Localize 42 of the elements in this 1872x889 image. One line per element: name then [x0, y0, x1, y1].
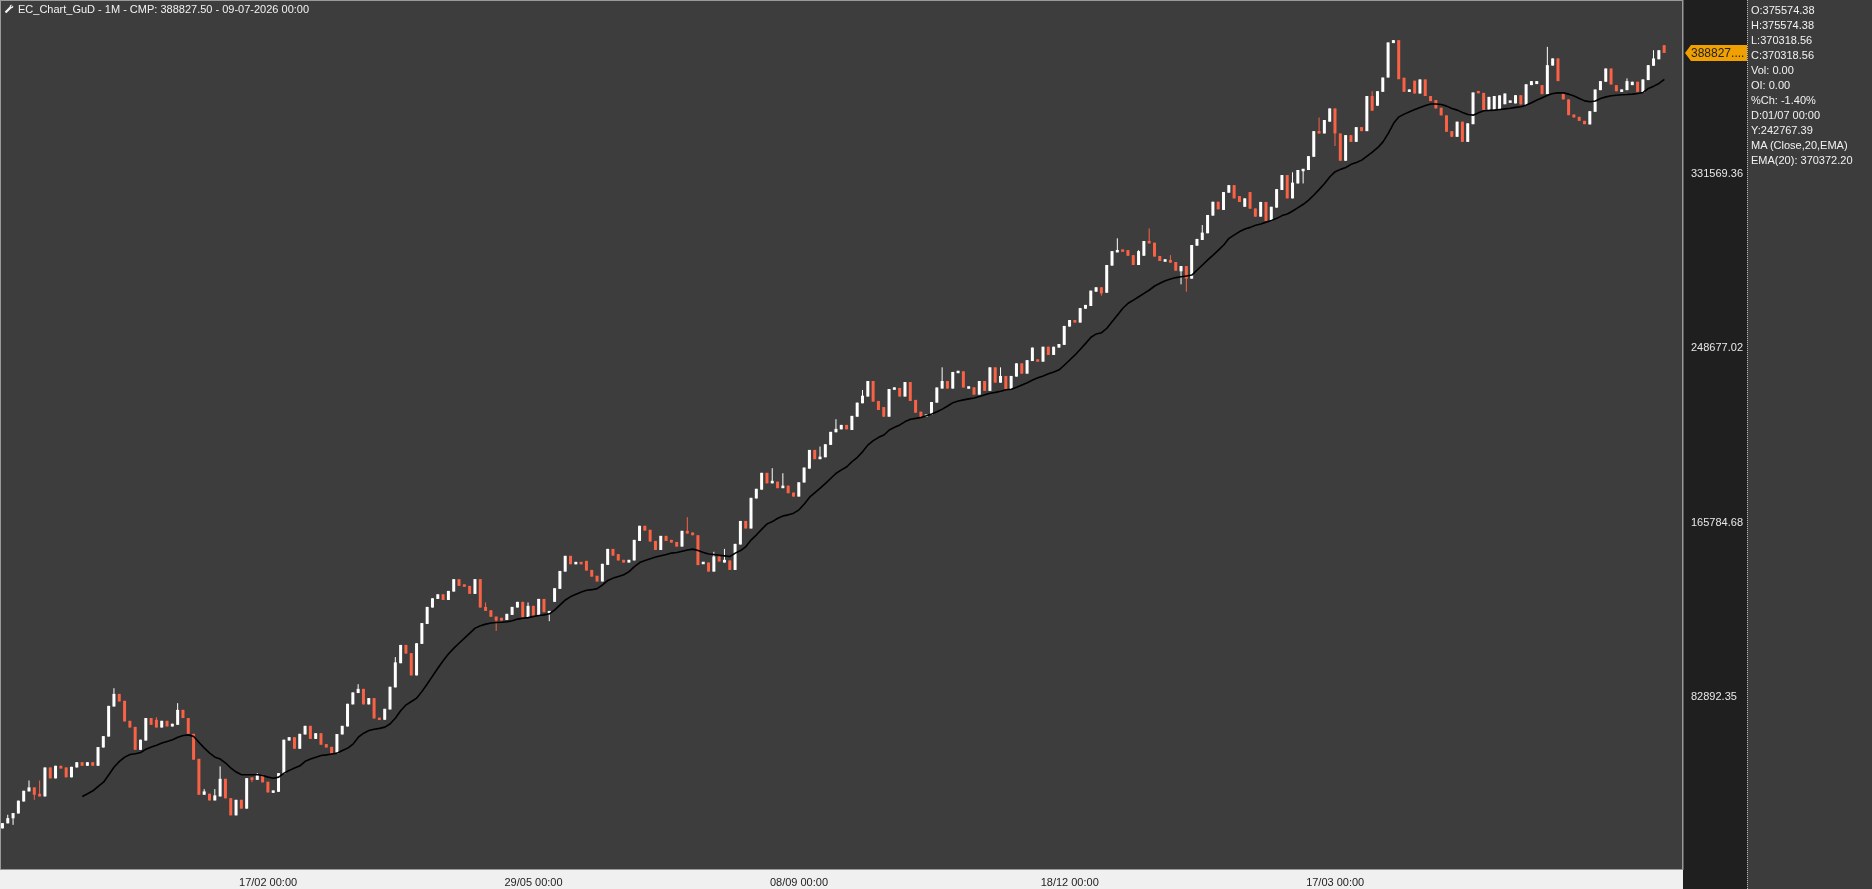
text: H:375574.38: [1751, 18, 1815, 33]
candlestick: [712, 551, 716, 573]
candlestick: [144, 717, 148, 742]
candlestick: [1275, 188, 1279, 209]
text: 388827....: [1685, 44, 1747, 61]
candlestick: [1179, 265, 1183, 285]
candlestick: [834, 418, 838, 433]
y-tick-label: 331569.36: [1691, 167, 1743, 180]
candlestick: [176, 702, 180, 726]
x-tick-label: 17/02 00:00: [239, 875, 298, 888]
chart-title: EC_Chart_GuD - 1M - CMP: 388827.50 - 09-07-2026 00:00: [18, 3, 310, 15]
candlestick: [27, 779, 31, 792]
text: EMA(20): 370372.20: [1751, 153, 1854, 168]
text: D:01/07 00:00: [1751, 108, 1822, 123]
candlestick: [1317, 116, 1321, 134]
candlestick: [112, 687, 116, 708]
candlestick: [988, 366, 992, 392]
text: Vol: 0.00: [1751, 63, 1795, 78]
y-tick-label: 165784.68: [1691, 515, 1743, 528]
candlestick: [908, 381, 912, 402]
candlestick: [11, 812, 15, 826]
candlestick: [940, 366, 944, 390]
text: O:375574.38: [1751, 3, 1816, 18]
y-tick-label: 248677.02: [1691, 341, 1743, 354]
line-series: [81, 78, 1666, 798]
text: %Ch: -1.40%: [1751, 93, 1817, 108]
text: C:370318.56: [1751, 48, 1815, 63]
x-tick-label: 08/09 00:00: [769, 875, 829, 888]
candlestick: [420, 622, 424, 645]
text: L:370318.56: [1751, 33, 1814, 48]
text: MA (Close,20,EMA): [1751, 138, 1849, 153]
candlestick: [1370, 90, 1374, 112]
candlestick: [96, 746, 100, 767]
y-tick-label: 82892.35: [1691, 689, 1737, 702]
x-tick-label: 18/12 00:00: [1040, 875, 1099, 888]
text: OI: 0.00: [1751, 78, 1792, 93]
text: Y:242767.39: [1751, 123, 1814, 138]
candlestick: [218, 765, 222, 797]
x-tick-label: 29/05 00:00: [504, 875, 563, 888]
candlestick: [1466, 122, 1470, 143]
x-tick-label: 17/03 00:00: [1306, 875, 1365, 888]
candlestick: [1291, 171, 1295, 199]
